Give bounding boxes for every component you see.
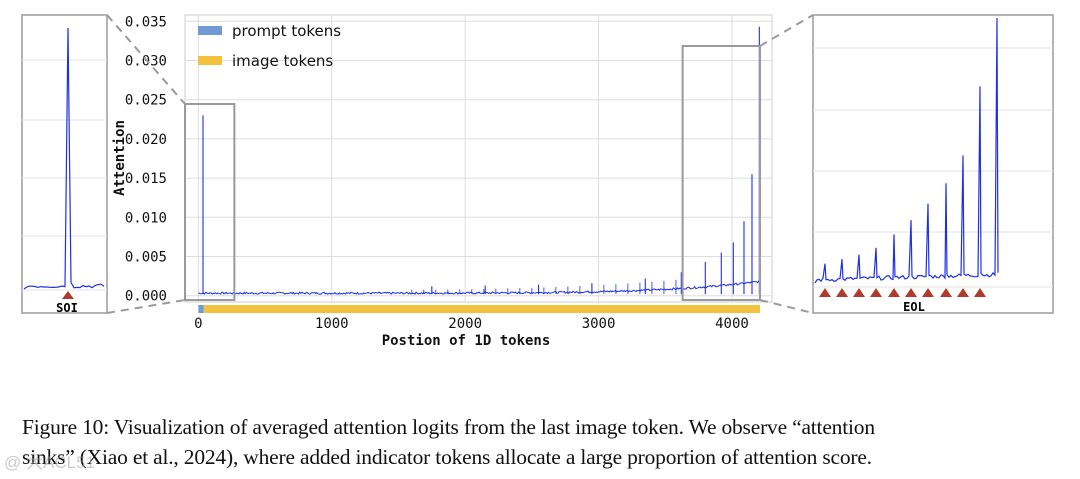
x-tick-label: 4000: [715, 316, 749, 332]
eol-marker: [888, 288, 900, 297]
y-tick-label: 0.030: [125, 53, 167, 69]
caption-line-2: sinks” (Xiao et al., 2024), where added …: [22, 445, 872, 469]
legend-image-swatch: [198, 56, 222, 65]
eol-attention-line: [814, 17, 999, 284]
y-axis-label: Attention: [112, 120, 128, 196]
x-tick-label: 1000: [315, 316, 349, 332]
y-tick-label: 0.000: [125, 289, 167, 305]
eol-inset: EOL: [812, 14, 1054, 314]
soi-attention-line: [23, 27, 105, 290]
x-tick-label: 3000: [582, 316, 616, 332]
eol-marker: [836, 288, 848, 297]
eol-marker: [922, 288, 934, 297]
main-attention-line: [198, 280, 760, 295]
soi-label: SOI: [56, 301, 78, 315]
eol-marker: [870, 288, 882, 297]
inset-connectors: [106, 14, 814, 314]
watermark: @ 大ACL51: [4, 453, 95, 472]
soi-inset: SOI: [21, 14, 108, 315]
main-attention-chart: 0.000 0.005 0.010 0.015 0.020 0.025 0.030 0.035…: [112, 14, 773, 349]
y-tick-label: 0.005: [125, 250, 167, 266]
eol-marker: [853, 288, 865, 297]
x-tick-label: 0: [194, 316, 202, 332]
eol-marker: [957, 288, 969, 297]
soi-highlight-box: [184, 103, 236, 301]
figure-caption: Figure 10: Visualization of averaged att…: [22, 412, 1072, 472]
x-axis-label: Postion of 1D tokens: [382, 333, 551, 349]
y-tick-label: 0.035: [125, 14, 167, 30]
x-tick-label: 2000: [448, 316, 482, 332]
eol-highlight-box: [681, 45, 761, 301]
legend-prompt-label: prompt tokens: [232, 22, 341, 40]
y-tick-label: 0.020: [125, 132, 167, 148]
y-tick-label: 0.010: [125, 210, 167, 226]
eol-label: EOL: [903, 300, 925, 314]
soi-marker: [62, 291, 74, 299]
eol-marker: [940, 288, 952, 297]
prompt-token-bar: [198, 305, 204, 313]
image-token-bar: [203, 305, 760, 313]
legend-prompt-swatch: [198, 26, 222, 35]
eol-marker: [905, 288, 917, 297]
eol-marker: [974, 288, 986, 297]
caption-line-1: Figure 10: Visualization of averaged att…: [22, 415, 875, 439]
y-tick-label: 0.015: [125, 171, 167, 187]
attention-figure: SOI 0.0000.0050.0100.0150.0200.0250.0300…: [21, 14, 1054, 349]
y-tick-label: 0.025: [125, 93, 167, 109]
legend-image-label: image tokens: [232, 52, 333, 70]
legend: prompt tokens image tokens: [198, 22, 341, 70]
eol-marker: [819, 288, 831, 297]
